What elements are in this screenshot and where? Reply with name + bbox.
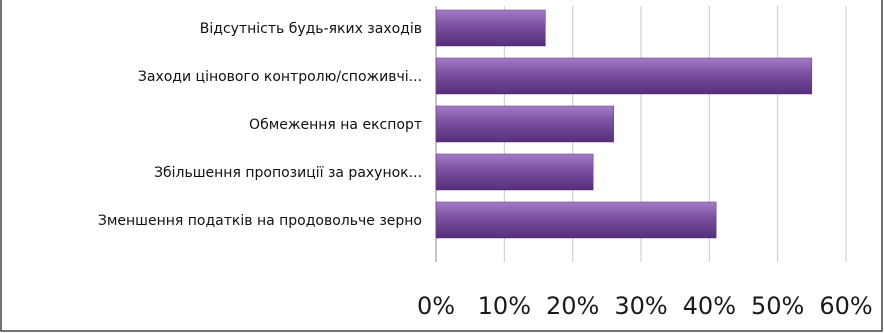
category-labels: Відсутність будь-яких заходів Заходи ціно… bbox=[98, 21, 422, 229]
category-label: Заходи цінового контролю/споживчі... bbox=[138, 69, 422, 85]
x-tick-label: 0% bbox=[417, 292, 455, 320]
category-label: Збільшення пропозиції за рахунок... bbox=[154, 165, 422, 181]
x-tick-label: 40% bbox=[683, 292, 736, 320]
x-axis-ticks: 0% 10% 20% 30% 40% 50% 60% bbox=[417, 292, 873, 320]
bar bbox=[435, 105, 614, 143]
bars bbox=[435, 9, 813, 239]
category-label: Обмеження на експорт bbox=[249, 117, 422, 133]
x-tick-label: 20% bbox=[546, 292, 599, 320]
bar bbox=[435, 57, 813, 95]
bar bbox=[435, 201, 717, 239]
x-tick-label: 50% bbox=[751, 292, 804, 320]
x-tick-label: 30% bbox=[614, 292, 667, 320]
x-tick-label: 10% bbox=[478, 292, 531, 320]
bar bbox=[435, 153, 594, 191]
category-label: Зменшення податків на продовольче зерно bbox=[98, 213, 422, 229]
bar bbox=[435, 9, 546, 47]
x-tick-label: 60% bbox=[819, 292, 872, 320]
category-label: Відсутність будь-яких заходів bbox=[200, 21, 422, 37]
